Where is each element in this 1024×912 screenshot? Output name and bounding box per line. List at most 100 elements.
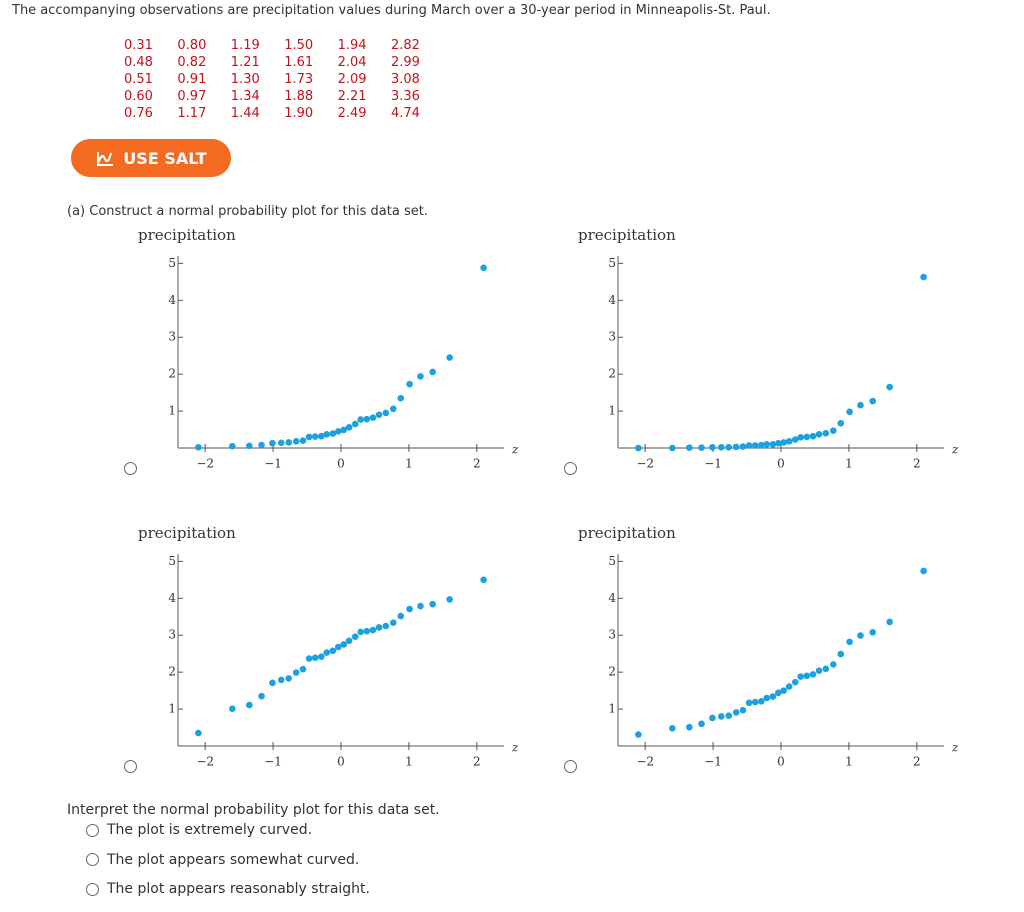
y-tick-label: 5 xyxy=(168,554,176,568)
data-point xyxy=(229,442,236,450)
data-point xyxy=(351,420,359,428)
data-point xyxy=(739,443,747,450)
data-point xyxy=(635,444,642,452)
data-point xyxy=(277,676,285,684)
data-point xyxy=(822,429,830,437)
data-point xyxy=(829,661,837,668)
data-value: 1.17 xyxy=(177,106,207,121)
option-label: The plot appears reasonably straight. xyxy=(107,881,370,897)
use-salt-button[interactable]: USE SALT xyxy=(71,139,231,177)
data-point xyxy=(869,628,876,636)
data-point xyxy=(375,624,383,631)
x-tick-label: −1 xyxy=(704,457,722,471)
radio-button[interactable] xyxy=(564,462,577,475)
y-axis-label: precipitation xyxy=(578,524,676,542)
data-point xyxy=(785,438,793,445)
data-point xyxy=(809,432,817,440)
data-point xyxy=(389,405,397,413)
data-point xyxy=(480,576,487,584)
radio-button[interactable] xyxy=(86,853,99,866)
data-point xyxy=(886,618,893,626)
data-point xyxy=(717,443,725,451)
data-point xyxy=(815,431,823,438)
y-tick-label: 3 xyxy=(168,628,176,642)
data-point xyxy=(780,439,788,446)
x-axis-label: z xyxy=(951,443,959,457)
data-point xyxy=(745,699,753,707)
data-point xyxy=(292,438,300,445)
y-axis-label: precipitation xyxy=(138,524,236,542)
data-point xyxy=(769,441,777,448)
data-point xyxy=(791,436,799,443)
data-point xyxy=(837,419,845,427)
radio-button[interactable] xyxy=(124,760,137,773)
x-tick-label: 1 xyxy=(405,755,413,769)
data-value: 2.21 xyxy=(337,89,367,104)
data-point xyxy=(920,273,927,281)
data-point xyxy=(709,443,716,451)
option-label: The plot appears somewhat curved. xyxy=(107,851,360,868)
y-tick-label: 5 xyxy=(608,256,616,270)
y-tick-label: 3 xyxy=(608,628,616,642)
interpret-prompt: Interpret the normal probability plot fo… xyxy=(67,802,440,818)
data-value: 0.60 xyxy=(124,89,153,104)
option: The plot appears somewhat curved. xyxy=(86,852,359,868)
data-point xyxy=(311,654,319,662)
data-point xyxy=(869,397,876,405)
data-point xyxy=(763,694,771,702)
data-point xyxy=(357,416,364,423)
x-tick-label: −1 xyxy=(704,755,722,769)
data-point xyxy=(345,637,353,645)
data-point xyxy=(406,605,413,613)
data-value: 1.19 xyxy=(230,38,260,53)
data-value: 2.49 xyxy=(337,106,367,121)
y-tick-label: 2 xyxy=(608,367,616,381)
data-point xyxy=(809,671,817,678)
y-tick-label: 1 xyxy=(168,702,176,716)
data-point xyxy=(717,713,725,720)
data-value: 1.73 xyxy=(284,72,314,87)
x-tick-label: −1 xyxy=(264,457,282,471)
data-value: 1.50 xyxy=(284,38,314,53)
data-point xyxy=(375,411,383,419)
data-point xyxy=(195,729,202,737)
data-point xyxy=(323,649,331,656)
data-point xyxy=(751,698,759,706)
radio-button[interactable] xyxy=(86,823,99,837)
data-point xyxy=(417,373,424,380)
data-value: 0.48 xyxy=(124,55,153,70)
data-point xyxy=(739,706,747,714)
data-point xyxy=(635,731,642,738)
x-tick-label: −2 xyxy=(636,755,654,769)
data-point xyxy=(277,439,285,447)
data-value: 1.30 xyxy=(230,72,260,87)
data-point xyxy=(318,432,325,440)
data-point xyxy=(758,441,765,449)
data-value: 4.74 xyxy=(391,106,420,121)
data-point xyxy=(246,442,253,450)
radio-button[interactable] xyxy=(124,462,137,475)
radio-button[interactable] xyxy=(86,882,99,896)
option: The plot appears reasonably straight. xyxy=(86,881,370,897)
data-point xyxy=(382,409,390,417)
data-point xyxy=(829,427,837,434)
y-tick-label: 2 xyxy=(168,665,176,679)
data-value: 1.44 xyxy=(230,106,260,121)
data-point xyxy=(305,655,313,662)
x-tick-label: 2 xyxy=(473,755,481,769)
data-value: 2.09 xyxy=(337,72,367,87)
data-point xyxy=(920,567,927,575)
data-point xyxy=(340,426,348,434)
data-value: 1.88 xyxy=(284,89,314,104)
radio-button[interactable] xyxy=(564,760,577,773)
option-label: The plot is extremely curved. xyxy=(107,822,313,838)
y-tick-label: 5 xyxy=(168,256,176,270)
scatter-plot: precipitation z −2 −1 0 1 2 1 2 3 4 5 xyxy=(138,226,519,471)
data-point xyxy=(285,675,293,682)
salt-icon xyxy=(97,152,114,166)
y-tick-label: 2 xyxy=(608,665,616,679)
x-tick-label: 1 xyxy=(405,457,413,471)
data-point xyxy=(305,433,313,441)
x-tick-label: 2 xyxy=(913,755,921,769)
